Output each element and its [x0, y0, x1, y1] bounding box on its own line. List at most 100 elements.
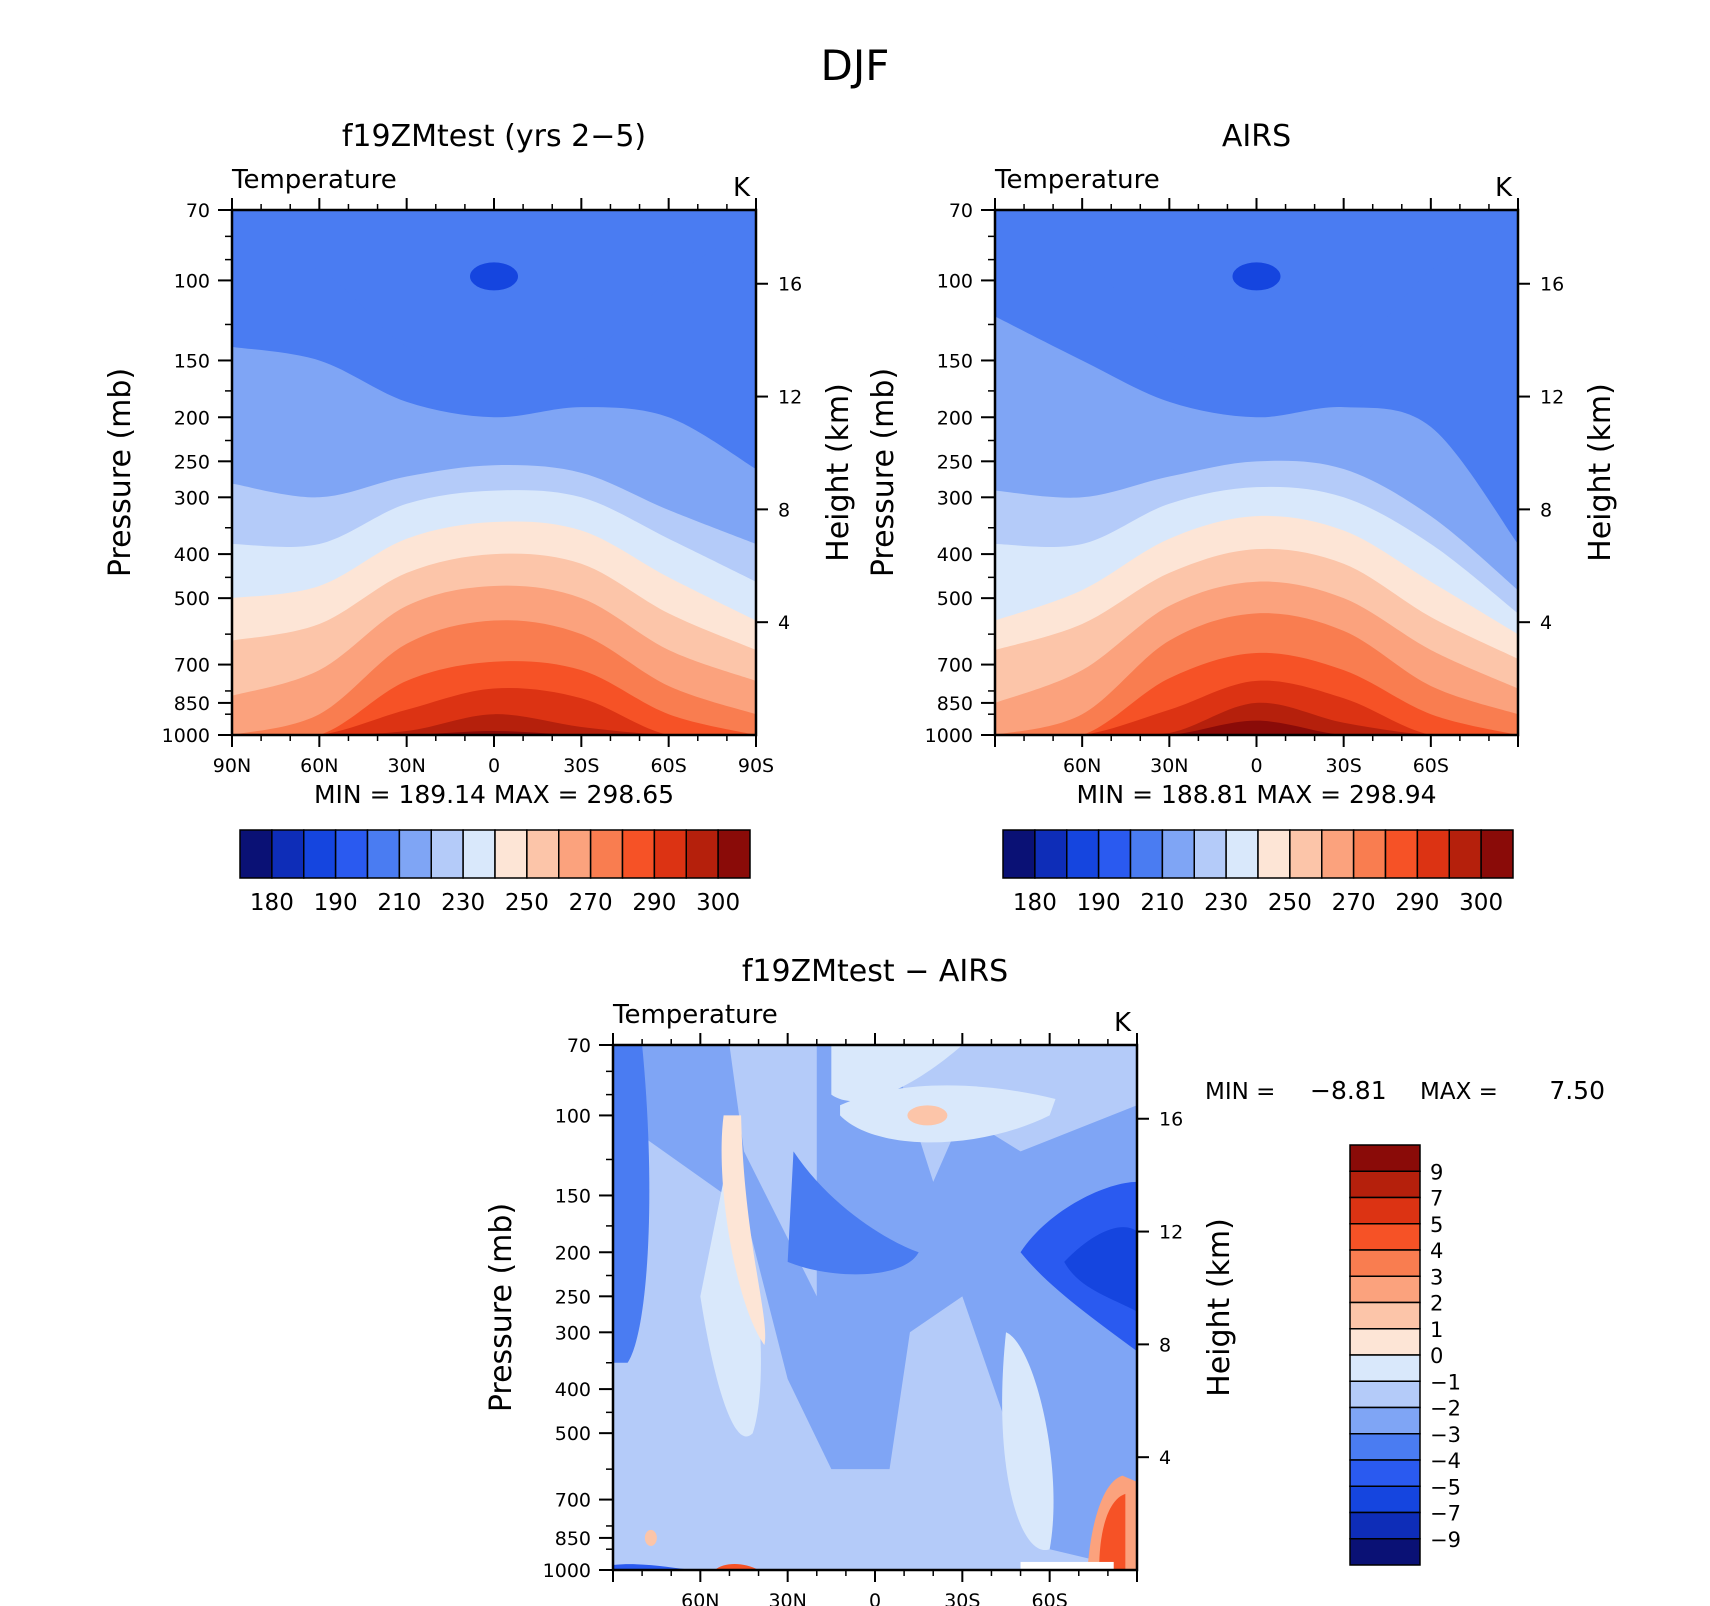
contour-band: [840, 1085, 1056, 1143]
colorbar-swatch: [685, 829, 719, 879]
colorbar-tick-label: 0: [1430, 1344, 1443, 1368]
x-tick-label: 0: [869, 1590, 881, 1606]
contour-band: [613, 1045, 650, 1363]
y-tick-label: 70: [567, 1035, 591, 1057]
colorbar-tick-label: −5: [1430, 1475, 1461, 1499]
colorbar-tick-label: 190: [1077, 890, 1121, 916]
y-tick-label: 850: [937, 693, 973, 715]
y2-tick-label: 16: [778, 274, 802, 296]
x-tick-label: 30N: [1150, 755, 1188, 777]
colorbar-swatch: [1161, 829, 1195, 879]
y2-tick-label: 8: [1540, 499, 1552, 521]
figure-suptitle: DJF: [821, 41, 890, 90]
colorbar-tick-label: 5: [1430, 1213, 1443, 1237]
y-tick-label: 200: [555, 1242, 591, 1264]
colorbar-tick-label: 290: [632, 890, 676, 916]
y-tick-label: 100: [937, 270, 973, 292]
y-axis-title: Pressure (mb): [103, 368, 138, 577]
panel-model: f19ZMtest (yrs 2−5) Temperature K 70 100 150 2…: [103, 119, 856, 916]
colorbar-swatch: [366, 829, 401, 879]
y2-tick-label: 16: [1159, 1109, 1183, 1131]
panel-title: AIRS: [1222, 119, 1291, 154]
panel-units-label: K: [1114, 1008, 1132, 1038]
colorbar-tick-label: 1: [1430, 1318, 1443, 1342]
x-tick-label: 60N: [1063, 755, 1101, 777]
y-tick-label: 500: [174, 588, 210, 610]
y-tick-label: 850: [555, 1528, 591, 1550]
min-max-label: MIN = 189.14 MAX = 298.65: [314, 780, 674, 809]
colorbar-tick-label: 290: [1395, 890, 1439, 916]
colorbar-swatch: [1097, 829, 1132, 879]
colorbar-swatch: [1193, 829, 1227, 879]
panel-title: f19ZMtest − AIRS: [742, 954, 1008, 989]
x-tick-label: 30S: [944, 1590, 980, 1606]
y-tick-label: 200: [937, 407, 973, 429]
y-tick-label: 700: [555, 1490, 591, 1512]
y-tick-label: 250: [937, 451, 973, 473]
colorbar-swatch: [1349, 1275, 1421, 1304]
colorbar-tick-label: 210: [1140, 890, 1184, 916]
contour-field: [232, 210, 756, 735]
colorbar-swatch: [1257, 829, 1291, 879]
y2-tick-label: 4: [1540, 612, 1552, 634]
y2-tick-label: 8: [1159, 1334, 1171, 1356]
colorbar-swatch: [526, 829, 560, 879]
y-tick-label: 70: [186, 200, 210, 222]
colorbar-swatch: [1349, 1249, 1421, 1277]
colorbar-swatch: [1289, 829, 1323, 879]
colorbar-swatch: [1129, 829, 1164, 879]
x-tick-label: 60S: [1032, 1590, 1068, 1606]
colorbar-swatch: [1349, 1538, 1421, 1566]
colorbar-swatch: [717, 829, 751, 879]
y-tick-label: 250: [174, 451, 210, 473]
colorbar-tick-label: 180: [250, 890, 294, 916]
colorbar-swatch: [1349, 1406, 1421, 1435]
colorbar-swatch: [1352, 829, 1387, 879]
colorbar-tick-label: −3: [1430, 1423, 1461, 1447]
colorbar-swatch: [1349, 1511, 1421, 1540]
contour-band: [907, 1105, 948, 1126]
colorbar-tick-label: 2: [1430, 1292, 1443, 1316]
colorbar-swatch: [1002, 829, 1036, 879]
colorbar-swatch: [1349, 1459, 1421, 1487]
y-tick-label: 500: [937, 588, 973, 610]
colorbar-swatch: [1349, 1170, 1421, 1199]
contour-band: [1099, 1493, 1126, 1570]
min-max-label: MIN = 188.81 MAX = 298.94: [1076, 780, 1436, 809]
colorbar-swatch: [1225, 829, 1259, 879]
panel-units-label: K: [1495, 173, 1513, 203]
min-value: −8.81: [1310, 1076, 1387, 1105]
colorbar-swatch: [398, 829, 432, 879]
y-tick-label: 1000: [543, 1560, 591, 1582]
contour-core: [470, 262, 518, 291]
colorbar-tick-label: 180: [1013, 890, 1057, 916]
colorbar-swatch: [271, 829, 305, 879]
colorbar-tick-label: 230: [441, 890, 485, 916]
colorbar-tick-label: −1: [1430, 1370, 1461, 1394]
y-tick-label: 400: [937, 544, 973, 566]
contour-missing: [1020, 1561, 1114, 1570]
panel-left-label: Temperature: [612, 1000, 778, 1030]
contour-band: [714, 1563, 759, 1570]
contour-band: [787, 1151, 919, 1275]
x-tick-label: 90S: [738, 755, 774, 777]
y2-tick-label: 16: [1540, 274, 1564, 296]
y-tick-label: 150: [555, 1185, 591, 1207]
colorbar-swatch: [430, 829, 464, 879]
x-tick-label: 0: [488, 755, 500, 777]
y2-tick-label: 12: [778, 387, 802, 409]
x-tick-label: 90N: [213, 755, 251, 777]
contour-band: [232, 714, 756, 735]
y-tick-label: 1000: [162, 725, 210, 747]
colorbar-swatch: [1349, 1328, 1421, 1356]
y-tick-label: 700: [937, 655, 973, 677]
contour-field: [995, 210, 1518, 735]
colorbar-tick-label: 190: [314, 890, 358, 916]
colorbar-swatch: [1349, 1223, 1421, 1251]
x-tick-label: 30S: [563, 755, 599, 777]
min-label: MIN =: [1205, 1079, 1275, 1105]
contour-band: [831, 1045, 963, 1102]
x-tick-label: 30N: [768, 1590, 806, 1606]
colorbar-swatch: [1321, 829, 1355, 879]
